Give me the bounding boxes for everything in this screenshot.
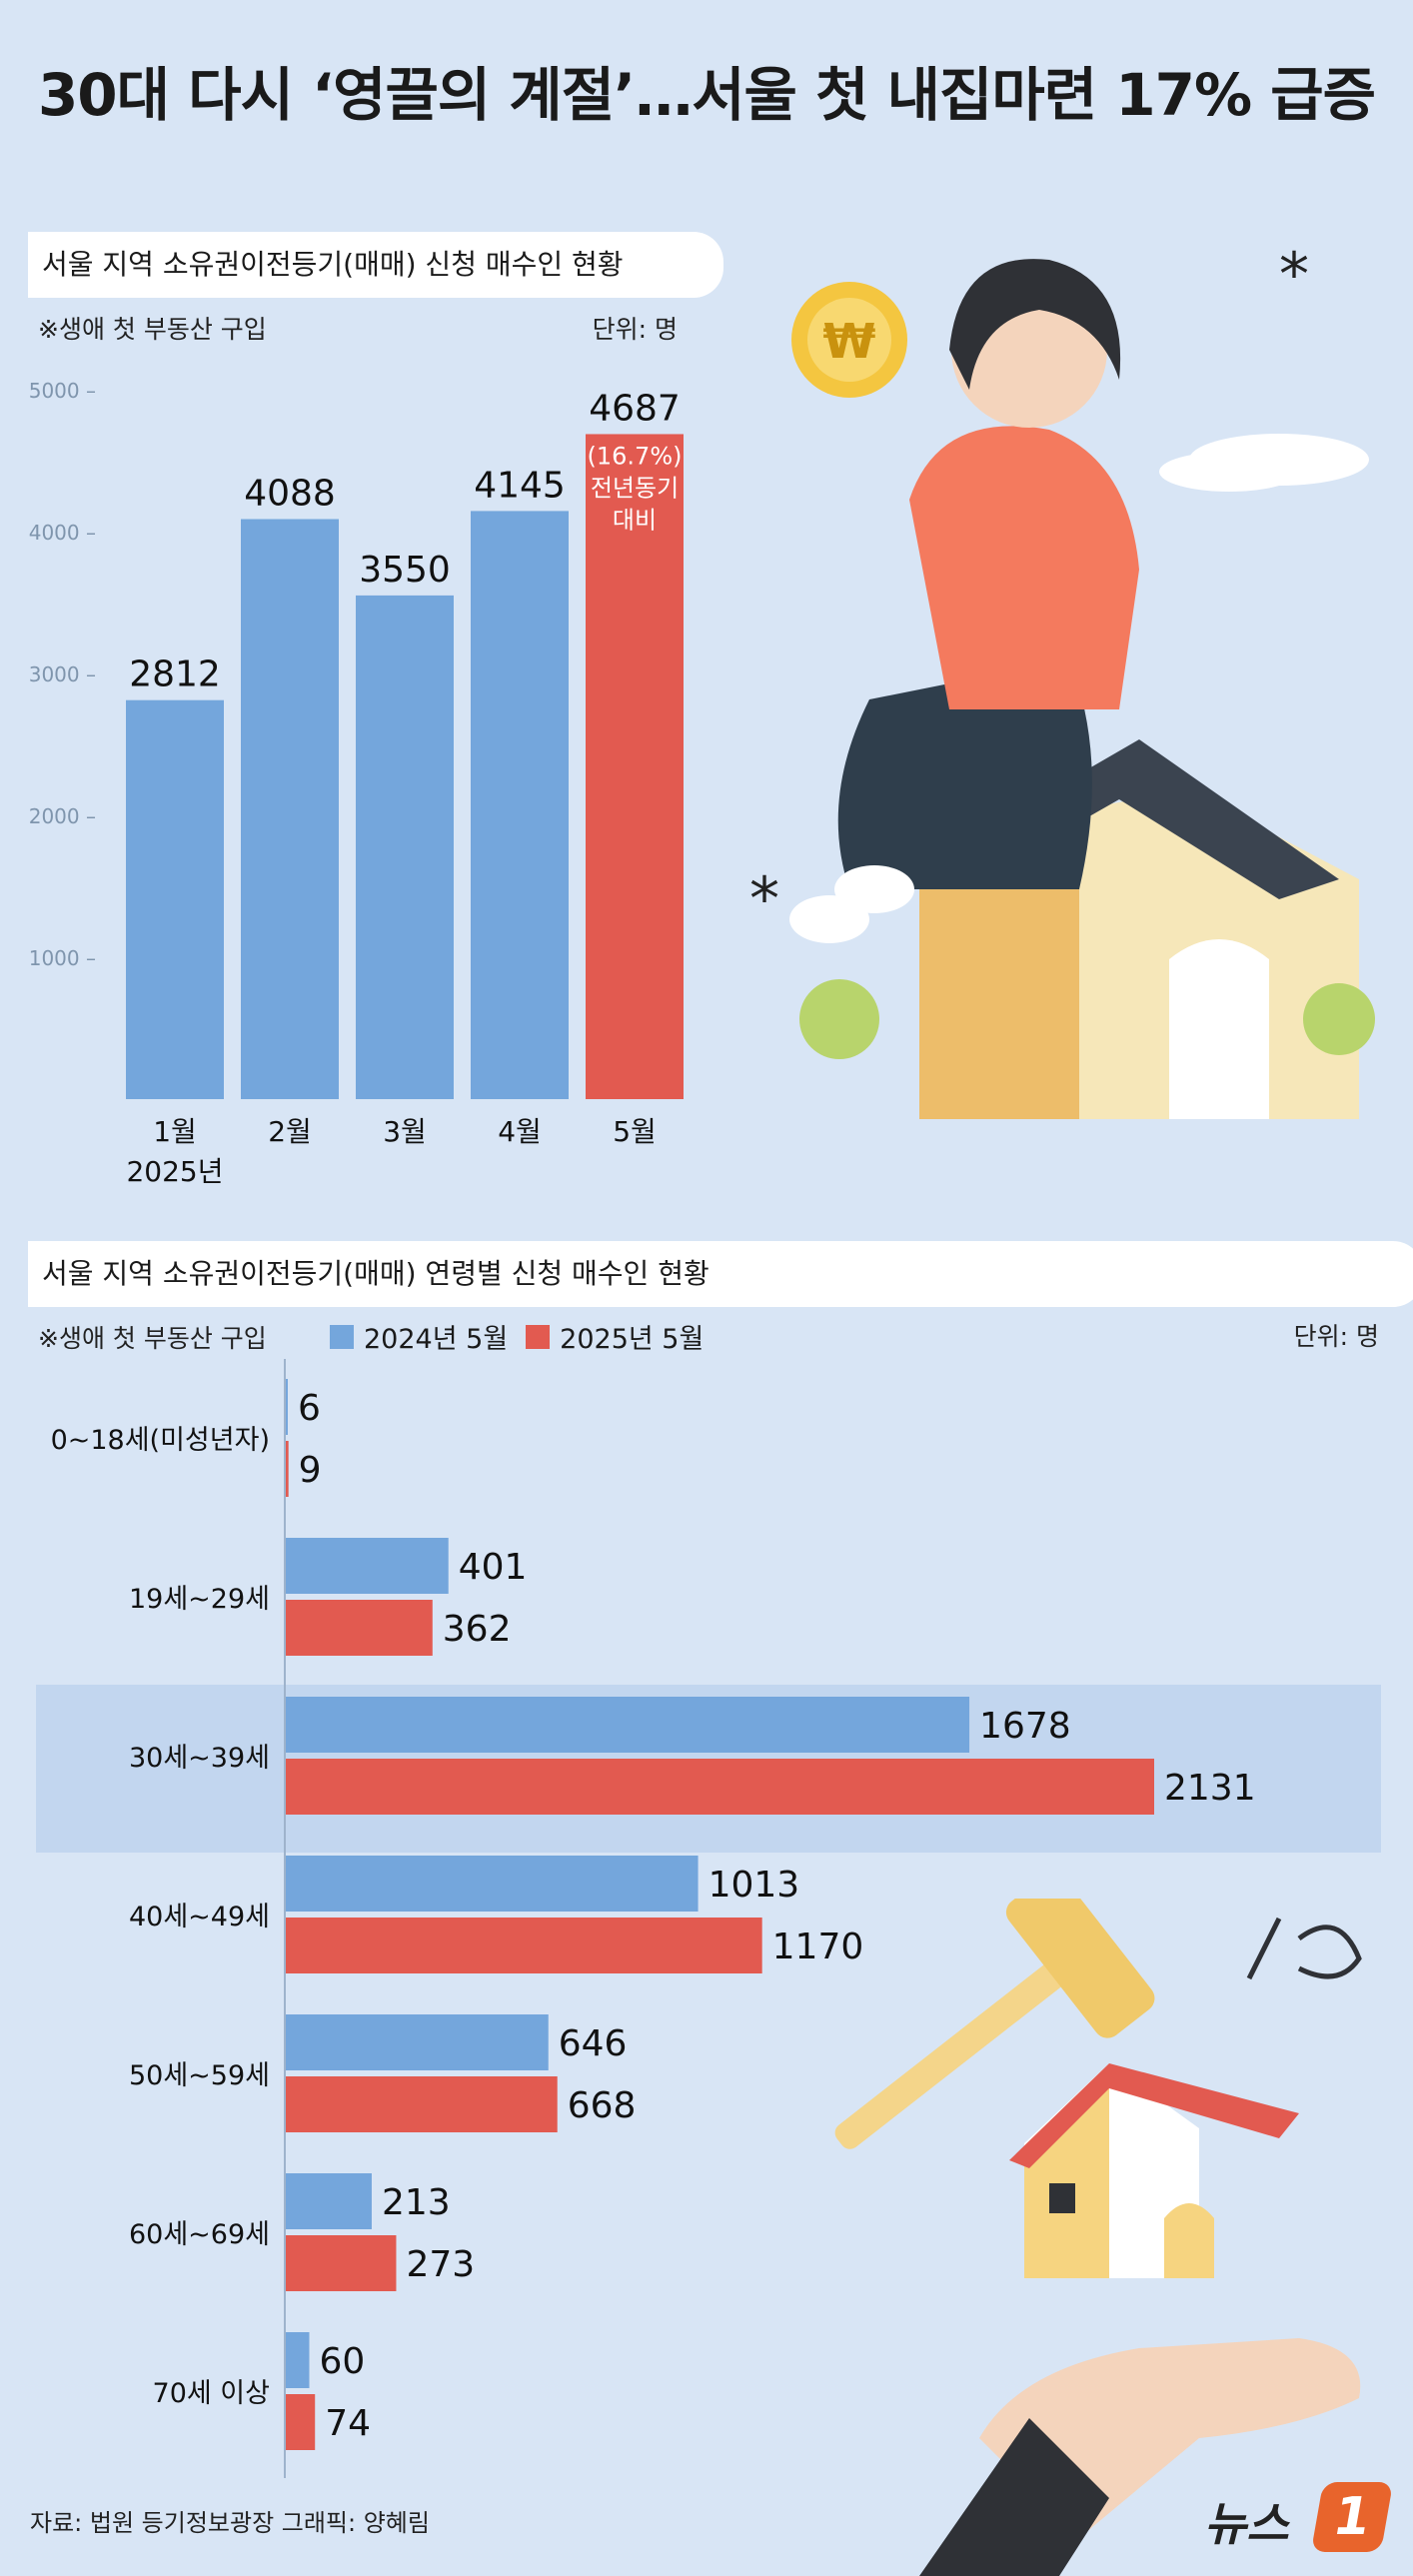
age-category-label: 0~18세(미성년자) bbox=[51, 1425, 270, 1456]
age-category-label: 40세~49세 bbox=[129, 1902, 270, 1932]
year-label: 2025년 bbox=[126, 1155, 223, 1188]
legend-swatch-2025 bbox=[526, 1324, 551, 1349]
bar-value-label: 2131 bbox=[1164, 1768, 1256, 1809]
bar-value-label: 646 bbox=[559, 2023, 628, 2064]
bar-2월 bbox=[241, 519, 339, 1099]
age-category-label: 50세~59세 bbox=[129, 2060, 270, 2091]
bar-2025년 5월-60세~69세 bbox=[285, 2235, 397, 2291]
chart1-heading: 서울 지역 소유권이전등기(매매) 신청 매수인 현황 bbox=[28, 232, 723, 298]
bar-value-label: 1013 bbox=[708, 1865, 800, 1906]
bar-value-label: 4088 bbox=[244, 474, 336, 515]
woman-on-house-illustration: ₩ * * bbox=[749, 240, 1375, 1119]
age-category-label: 60세~69세 bbox=[129, 2219, 270, 2250]
chart1-note: ※생애 첫 부동산 구입 bbox=[38, 315, 267, 344]
yoy-annotation: 대비 bbox=[613, 506, 657, 534]
x-tick-label: 2월 bbox=[268, 1115, 312, 1148]
news-logo-badge: 1 bbox=[1310, 2482, 1394, 2552]
y-tick-label: 5000 – bbox=[29, 379, 96, 403]
x-tick-label: 1월 bbox=[153, 1115, 197, 1148]
y-tick-label: 2000 – bbox=[29, 804, 96, 828]
bar-value-label: 4145 bbox=[474, 465, 566, 506]
page-title: 30대 다시 ‘영끌의 계절’…서울 첫 내집마련 17% 급증 bbox=[37, 61, 1376, 129]
monthly-bar-chart: 1000 – 2000 – 3000 – 4000 – 5000 – 2812 1월 4088… bbox=[29, 379, 684, 1188]
bar-value-label: 3550 bbox=[359, 550, 451, 591]
bar-value-label: 1170 bbox=[772, 1927, 864, 1967]
bar-value-label: 213 bbox=[382, 2182, 451, 2223]
chart2-heading: 서울 지역 소유권이전등기(매매) 연령별 신청 매수인 현황 bbox=[28, 1241, 1413, 1307]
chart1-unit: 단위: 명 bbox=[592, 315, 678, 344]
svg-text:*: * bbox=[1279, 240, 1309, 310]
bar-4월 bbox=[471, 511, 569, 1099]
bar-value-label: 60 bbox=[319, 2341, 365, 2382]
chart2-note: ※생애 첫 부동산 구입 bbox=[38, 1324, 267, 1353]
svg-text:*: * bbox=[749, 864, 779, 934]
yoy-annotation: (16.7%) bbox=[588, 442, 683, 470]
bar-3월 bbox=[356, 595, 454, 1099]
bar-1월 bbox=[126, 699, 224, 1099]
bar-2024년 5월-60세~69세 bbox=[285, 2173, 372, 2229]
svg-text:₩: ₩ bbox=[823, 314, 876, 370]
bar-2025년 5월-50세~59세 bbox=[285, 2076, 558, 2132]
x-tick-label: 5월 bbox=[613, 1115, 657, 1148]
age-category-label: 70세 이상 bbox=[153, 2378, 270, 2409]
chart2-legend: 2024년 5월 2025년 5월 bbox=[330, 1317, 704, 1356]
bar-2025년 5월-70세 이상 bbox=[285, 2394, 316, 2450]
bar-2024년 5월-40세~49세 bbox=[285, 1856, 699, 1912]
y-tick-label: 1000 – bbox=[29, 946, 96, 970]
bar-value-label: 1678 bbox=[979, 1706, 1071, 1747]
yoy-annotation: 전년동기 bbox=[591, 474, 679, 502]
bar-2024년 5월-19세~29세 bbox=[285, 1538, 449, 1594]
bar-2024년 5월-70세 이상 bbox=[285, 2332, 310, 2388]
bar-2025년 5월-19세~29세 bbox=[285, 1600, 433, 1656]
bar-value-label: 2812 bbox=[129, 654, 221, 695]
bar-2024년 5월-30세~39세 bbox=[285, 1697, 970, 1753]
bar-value-label: 362 bbox=[443, 1609, 512, 1650]
bar-value-label: 668 bbox=[568, 2085, 637, 2126]
bar-5월 bbox=[586, 434, 684, 1099]
bar-value-label: 74 bbox=[325, 2403, 371, 2444]
bar-2025년 5월-0~18세(미성년자) bbox=[285, 1441, 289, 1497]
bar-value-label: 4687 bbox=[589, 388, 681, 429]
legend-label-2025: 2025년 5월 bbox=[560, 1324, 705, 1355]
bar-2025년 5월-30세~39세 bbox=[285, 1759, 1154, 1815]
legend-label-2024: 2024년 5월 bbox=[364, 1324, 509, 1355]
bar-value-label: 401 bbox=[459, 1547, 528, 1588]
age-category-label: 19세~29세 bbox=[129, 1584, 270, 1615]
bar-value-label: 273 bbox=[406, 2244, 475, 2285]
chart2-unit: 단위: 명 bbox=[1293, 1322, 1379, 1351]
bar-value-label: 9 bbox=[299, 1450, 322, 1491]
bar-2024년 5월-0~18세(미성년자) bbox=[285, 1379, 288, 1435]
x-tick-label: 4월 bbox=[498, 1115, 542, 1148]
source-credit: 자료: 법원 등기정보광장 그래픽: 양혜림 bbox=[30, 2509, 430, 2537]
y-tick-label: 3000 – bbox=[29, 662, 96, 686]
legend-swatch-2024 bbox=[330, 1324, 354, 1349]
news-logo-text: 뉴스 bbox=[1204, 2497, 1289, 2551]
x-tick-label: 3월 bbox=[383, 1115, 427, 1148]
bar-2025년 5월-40세~49세 bbox=[285, 1918, 762, 1973]
bar-value-label: 6 bbox=[298, 1388, 321, 1429]
y-tick-label: 4000 – bbox=[29, 521, 96, 545]
age-group-bar-chart: 0~18세(미성년자) 6 9 19세~29세 401 362 30세~39세 1678 213… bbox=[36, 1359, 1381, 2478]
bar-2024년 5월-50세~59세 bbox=[285, 2014, 549, 2070]
age-category-label: 30세~39세 bbox=[129, 1743, 270, 1774]
hand-house-gavel-illustration bbox=[834, 1899, 1362, 2576]
